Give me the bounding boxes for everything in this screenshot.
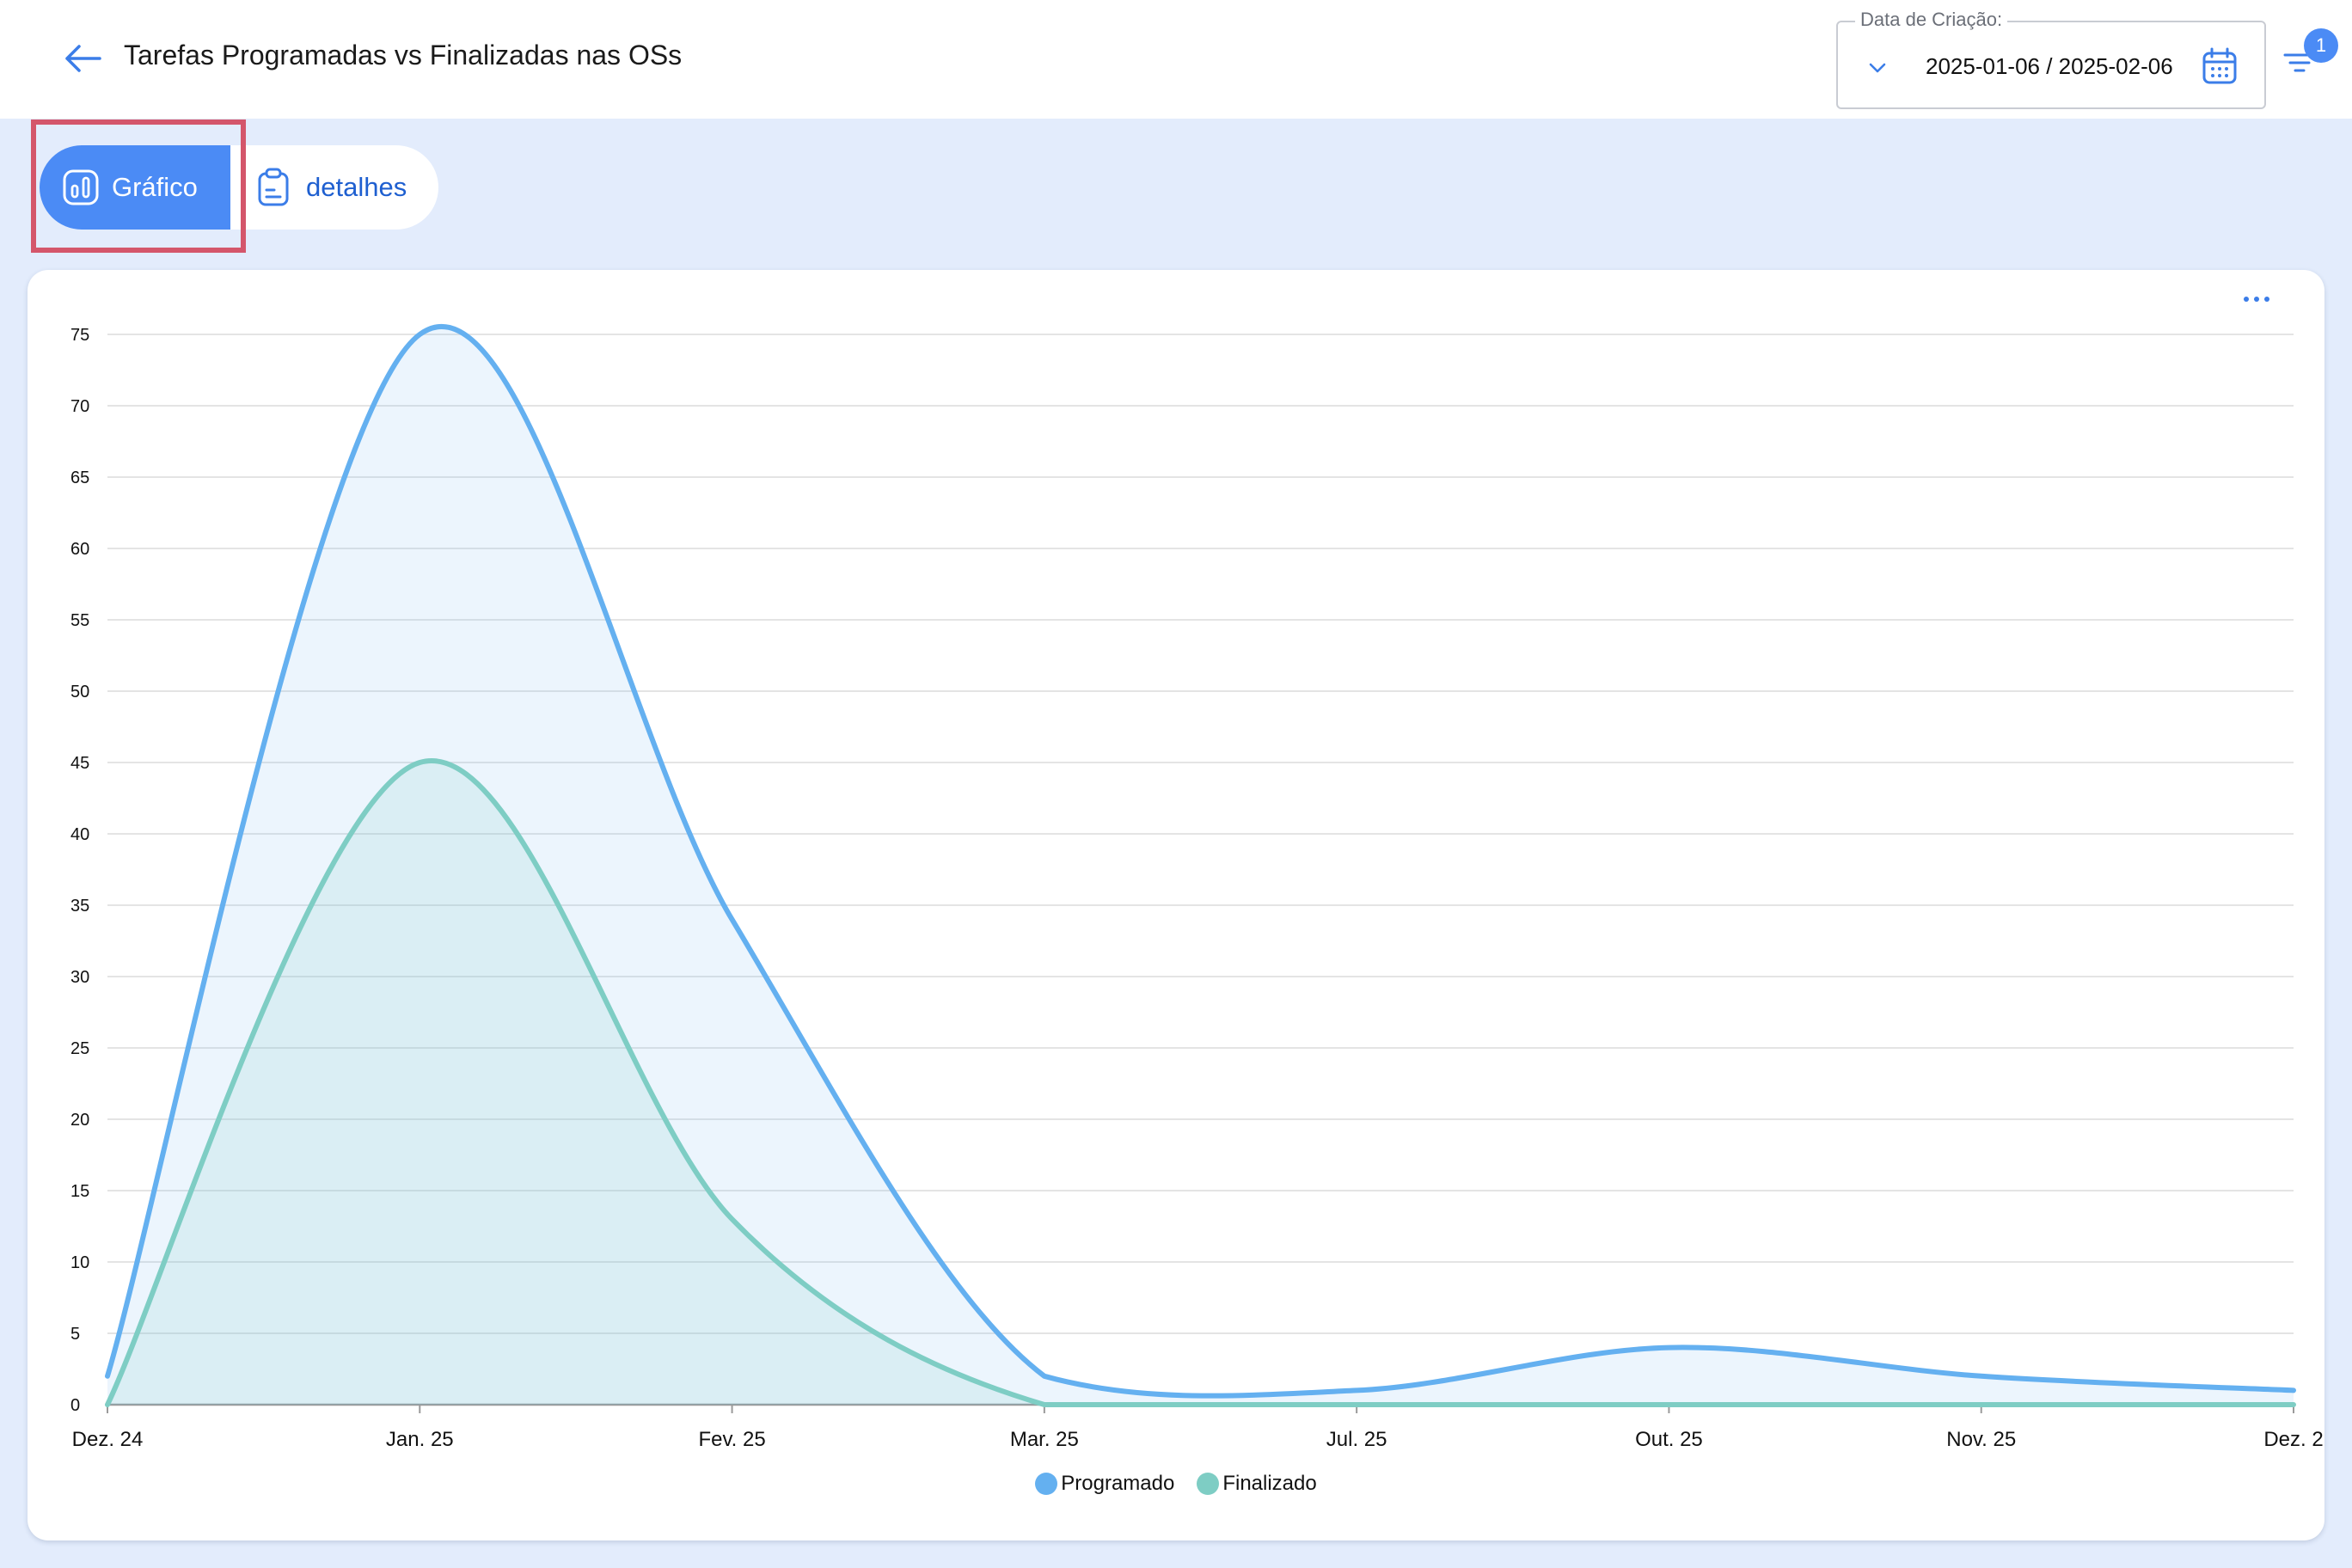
- bar-chart-icon: [63, 169, 99, 205]
- legend-item-finalizado[interactable]: Finalizado: [1197, 1472, 1317, 1496]
- legend-swatch-finalizado: [1197, 1473, 1220, 1495]
- date-range-value[interactable]: 2025-01-06 / 2025-02-06: [1926, 53, 2173, 79]
- back-button[interactable]: [57, 34, 108, 83]
- filter-count-badge: 1: [2304, 28, 2338, 63]
- calendar-icon[interactable]: [2199, 45, 2240, 88]
- legend-label-programado: Programado: [1061, 1472, 1175, 1495]
- chart-card: [28, 270, 2324, 1540]
- tab-detalhes[interactable]: detalhes: [242, 145, 438, 230]
- clipboard-icon: [258, 168, 289, 206]
- tab-grafico-label: Gráfico: [112, 172, 198, 202]
- more-options-icon[interactable]: [2235, 284, 2278, 315]
- tab-detalhes-label: detalhes: [306, 172, 407, 202]
- date-range-field[interactable]: Data de Criação: 2025-01-06 / 2025-02-06: [1836, 9, 2266, 109]
- chevron-down-icon[interactable]: [1864, 55, 1891, 81]
- page-title: Tarefas Programadas vs Finalizadas nas O…: [124, 40, 683, 70]
- view-toggle: Gráfico detalhes: [40, 145, 438, 230]
- legend-label-finalizado: Finalizado: [1222, 1472, 1317, 1495]
- top-bar: Tarefas Programadas vs Finalizadas nas O…: [0, 0, 2352, 119]
- legend-swatch-programado: [1035, 1473, 1058, 1495]
- chart-legend: Programado Finalizado: [0, 1472, 2352, 1496]
- arrow-left-icon: [65, 45, 101, 72]
- tab-grafico[interactable]: Gráfico: [40, 145, 230, 230]
- legend-item-programado[interactable]: Programado: [1035, 1472, 1174, 1496]
- date-range-label: Data de Criação:: [1855, 9, 2008, 31]
